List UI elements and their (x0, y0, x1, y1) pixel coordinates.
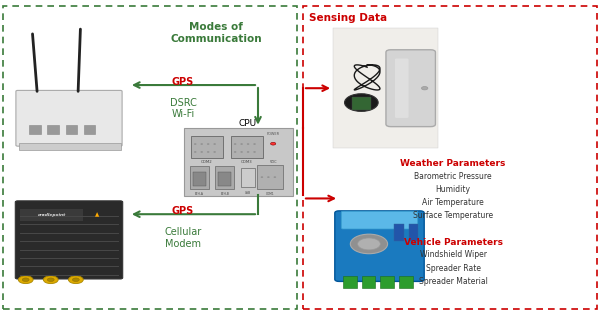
Text: COM2: COM2 (201, 160, 213, 164)
Bar (362, 276, 376, 288)
Circle shape (22, 278, 29, 282)
Circle shape (241, 151, 243, 153)
Text: GPS: GPS (172, 206, 194, 216)
Text: COM1: COM1 (266, 192, 274, 196)
Circle shape (247, 151, 250, 153)
Bar (380, 276, 394, 288)
Bar (190, 165, 209, 189)
Circle shape (214, 151, 216, 153)
FancyBboxPatch shape (19, 142, 121, 150)
Bar (399, 276, 413, 288)
Circle shape (194, 143, 197, 145)
Text: Cellular
Modem: Cellular Modem (164, 227, 202, 249)
Text: DSRC
Wi-Fi: DSRC Wi-Fi (170, 98, 196, 119)
Text: Windshield Wiper
Spreader Rate
Spreader Material: Windshield Wiper Spreader Rate Spreader … (419, 250, 487, 286)
FancyBboxPatch shape (352, 97, 371, 110)
FancyBboxPatch shape (395, 59, 409, 118)
Bar (241, 168, 256, 187)
Text: CPU: CPU (239, 118, 257, 128)
Circle shape (234, 143, 236, 145)
Circle shape (274, 176, 276, 178)
Bar (65, 125, 77, 135)
FancyBboxPatch shape (184, 128, 293, 196)
FancyBboxPatch shape (341, 211, 418, 229)
Text: COM3: COM3 (241, 160, 253, 164)
Circle shape (207, 143, 209, 145)
FancyBboxPatch shape (191, 136, 223, 158)
Circle shape (253, 151, 256, 153)
FancyBboxPatch shape (231, 136, 263, 158)
Circle shape (271, 142, 276, 145)
Bar (29, 125, 41, 135)
Circle shape (350, 234, 388, 254)
Bar (333, 28, 438, 148)
Circle shape (73, 278, 79, 282)
Bar (215, 165, 234, 189)
Text: Modes of
Communication: Modes of Communication (170, 22, 262, 44)
Text: POWER: POWER (266, 132, 280, 136)
Circle shape (253, 143, 256, 145)
Text: Barometric Pressure
Humidity
Air Temperature
Surface Temperature: Barometric Pressure Humidity Air Tempera… (413, 172, 493, 220)
Bar (193, 173, 206, 186)
Circle shape (234, 151, 236, 153)
Text: Sensing Data: Sensing Data (309, 13, 387, 23)
Circle shape (68, 276, 83, 284)
Bar (20, 209, 83, 221)
Bar (394, 224, 404, 241)
Circle shape (47, 278, 54, 282)
Text: GPS: GPS (172, 77, 194, 87)
Circle shape (358, 238, 380, 250)
Text: VDC: VDC (271, 160, 278, 164)
Circle shape (421, 87, 428, 90)
FancyBboxPatch shape (335, 211, 424, 281)
Text: Vehicle Parameters: Vehicle Parameters (404, 238, 503, 247)
Circle shape (241, 143, 243, 145)
Text: cradlepoint: cradlepoint (38, 213, 66, 217)
Text: ETH-A: ETH-A (195, 192, 204, 196)
FancyBboxPatch shape (257, 165, 283, 189)
Circle shape (214, 143, 216, 145)
Circle shape (267, 176, 269, 178)
Bar (84, 125, 95, 135)
Circle shape (43, 276, 58, 284)
Text: USB: USB (245, 191, 251, 195)
Bar (343, 276, 357, 288)
FancyBboxPatch shape (16, 201, 123, 279)
Circle shape (18, 276, 33, 284)
Circle shape (260, 176, 263, 178)
Circle shape (200, 143, 203, 145)
Circle shape (344, 94, 378, 112)
Circle shape (194, 151, 197, 153)
Text: Weather Parameters: Weather Parameters (400, 159, 506, 168)
Circle shape (247, 143, 250, 145)
FancyBboxPatch shape (16, 90, 122, 146)
Circle shape (207, 151, 209, 153)
Text: ▲: ▲ (95, 213, 100, 218)
Bar (3, 6, 297, 309)
FancyBboxPatch shape (386, 50, 436, 127)
Text: ETH-B: ETH-B (220, 192, 229, 196)
Bar (218, 173, 232, 186)
Bar (303, 6, 597, 309)
Circle shape (200, 151, 203, 153)
Bar (409, 224, 418, 241)
Bar (47, 125, 59, 135)
